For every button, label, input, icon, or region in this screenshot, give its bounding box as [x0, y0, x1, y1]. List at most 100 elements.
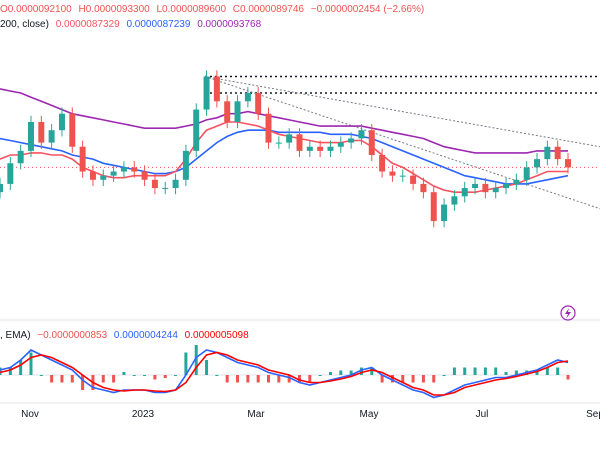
- macd-histogram-bar: [297, 375, 301, 383]
- candle-body: [513, 179, 520, 184]
- candle-body: [131, 167, 138, 172]
- candle-body: [7, 163, 14, 184]
- macd-histogram-bar: [432, 375, 436, 383]
- macd-histogram-bar: [556, 367, 560, 375]
- lightning-icon: [560, 305, 576, 321]
- macd-legend: , EMA) −0.0000000853 0.0000004244 0.0000…: [0, 330, 253, 341]
- candle-body: [337, 142, 344, 147]
- macd-histogram-bar: [452, 367, 456, 375]
- high-value: H0.0000093300: [78, 4, 150, 15]
- macd-histogram-bar: [112, 375, 116, 383]
- candle-body: [110, 171, 117, 176]
- macd-histogram-bar: [494, 367, 498, 375]
- macd-signal-value: 0.0000005098: [184, 330, 249, 341]
- change-value: −0.0000002454 (−2.66%): [310, 4, 425, 15]
- candle-body: [162, 188, 169, 190]
- macd-histogram-bar: [205, 360, 209, 375]
- candle-body: [368, 130, 375, 155]
- candle-body: [420, 183, 427, 193]
- macd-histogram-bar: [287, 375, 291, 383]
- x-tick-label: May: [360, 409, 379, 420]
- candle-body: [441, 204, 448, 222]
- macd-histogram-bar: [101, 375, 105, 383]
- macd-histogram-bar: [421, 375, 425, 383]
- ma-params: 200, close): [0, 19, 49, 30]
- macd-hist-value: −0.0000000853: [37, 330, 108, 341]
- macd-histogram-bar: [277, 375, 281, 383]
- macd-histogram-bar: [535, 370, 539, 375]
- macd-histogram-bar: [463, 367, 467, 375]
- macd-histogram-bar: [339, 370, 343, 375]
- candle-body: [523, 167, 530, 180]
- macd-histogram-bar: [349, 370, 353, 375]
- candle-body: [27, 121, 34, 151]
- candle-body: [275, 142, 282, 144]
- x-tick-label: Sep: [586, 409, 600, 420]
- macd-histogram-bar: [370, 367, 374, 375]
- candle-body: [554, 146, 561, 160]
- candle-body: [255, 93, 262, 114]
- macd-histogram-bar: [483, 367, 487, 375]
- candle-body: [389, 171, 396, 176]
- candle-body: [69, 113, 76, 147]
- macd-histogram-bar: [194, 345, 198, 375]
- macd-histogram-bar: [256, 375, 260, 383]
- macd-signal-line: [0, 351, 569, 396]
- macd-params: , EMA): [0, 330, 31, 341]
- ma-red-value: 0.0000087329: [55, 19, 120, 30]
- candle-body: [399, 175, 406, 177]
- candle-body: [120, 167, 127, 172]
- macd-line: [0, 349, 569, 399]
- macd-histogram-bar: [153, 375, 157, 380]
- candle-body: [79, 146, 86, 172]
- candle-body: [151, 179, 158, 189]
- macd-histogram-bar: [70, 375, 74, 383]
- candle-body: [430, 192, 437, 222]
- candle-body: [0, 183, 3, 193]
- macd-histogram-bar: [174, 375, 178, 376]
- macd-histogram-bar: [328, 372, 332, 375]
- macd-histogram-bar: [401, 375, 405, 383]
- ma-blue-line: [0, 129, 569, 185]
- candle-body: [492, 188, 499, 193]
- ma-blue-value: 0.0000087239: [126, 19, 191, 30]
- macd-histogram-bar: [225, 375, 229, 383]
- macd-histogram-bar: [8, 367, 12, 375]
- macd-line-value: 0.0000004244: [113, 330, 178, 341]
- candle-body: [306, 146, 313, 151]
- macd-histogram-bar: [122, 372, 126, 375]
- macd-histogram-bar: [0, 367, 2, 375]
- macd-histogram-bar: [215, 375, 219, 376]
- macd-histogram-bar: [163, 375, 167, 378]
- macd-histogram-bar: [318, 375, 322, 376]
- low-value: L0.0000089600: [156, 4, 227, 15]
- macd-histogram-bar: [143, 375, 147, 376]
- lightning-icon-bolt: [565, 308, 571, 319]
- candle-body: [141, 171, 148, 180]
- candle-body: [317, 146, 324, 151]
- candle-body: [451, 196, 458, 205]
- open-value: O0.0000092100: [0, 4, 72, 15]
- candle-body: [172, 179, 179, 189]
- macd-histogram-bar: [308, 375, 312, 383]
- ma-legend: 200, close) 0.0000087329 0.0000087239 0.…: [0, 19, 265, 30]
- candle-body: [213, 76, 220, 102]
- candle-body: [286, 134, 293, 143]
- candle-body: [461, 188, 468, 197]
- macd-histogram-bar: [81, 375, 85, 390]
- close-value: C0.0000089746: [232, 4, 304, 15]
- macd-histogram-bar: [132, 375, 136, 376]
- macd-histogram-bar: [39, 375, 43, 376]
- candle-body: [348, 138, 355, 143]
- candle-body: [89, 171, 96, 180]
- macd-histogram-bar: [50, 375, 54, 383]
- candle-body: [100, 175, 107, 180]
- candle-body: [327, 146, 334, 151]
- candle-body: [17, 150, 24, 164]
- macd-histogram-bar: [514, 370, 518, 375]
- candle-body: [224, 101, 231, 122]
- ma-purple-line: [0, 88, 568, 154]
- macd-histogram-bar: [236, 375, 240, 383]
- candle-body: [358, 130, 365, 139]
